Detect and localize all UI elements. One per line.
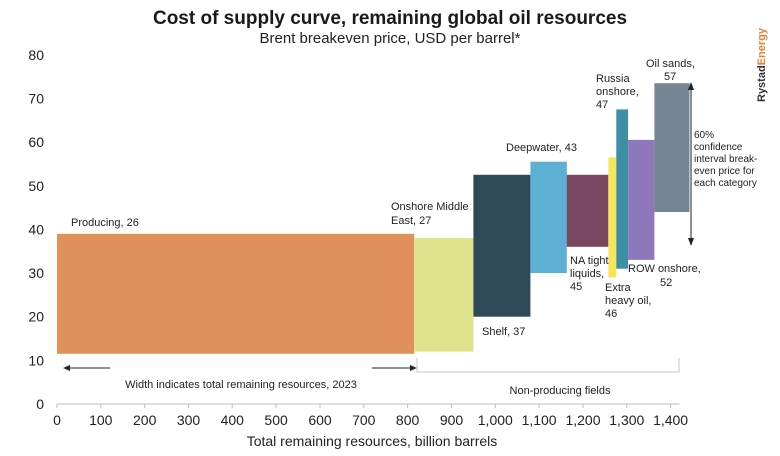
segment-russia-onshore [616, 109, 629, 269]
x-tick-label: 0 [53, 412, 61, 428]
width-note: Width indicates total remaining resource… [125, 379, 357, 391]
x-tick-label: 600 [308, 412, 332, 428]
label-oil-sands-1: Oil sands, [646, 58, 695, 70]
brand-name-part2: Energy [756, 27, 768, 65]
non-producing-label: Non-producing fields [510, 385, 611, 397]
label-na-tight-2: liquids, [570, 268, 604, 280]
ci-text-3: interval break- [694, 154, 757, 165]
label-extra-heavy-2: heavy oil, [605, 295, 651, 307]
label-row-onshore-1: ROW onshore, [628, 263, 701, 275]
ci-text-5: each category [694, 178, 757, 189]
y-tick-label: 20 [28, 309, 44, 325]
segment-oil-sands [654, 83, 690, 212]
x-tick-label: 1,400 [653, 412, 688, 428]
y-tick-label: 70 [28, 90, 44, 106]
x-tick-label: 300 [177, 412, 201, 428]
chart-subtitle: Brent breakeven price, USD per barrel* [259, 30, 521, 47]
label-deepwater: Deepwater, 43 [506, 142, 577, 154]
segment-extra-heavy-oil [608, 157, 617, 278]
width-note-arrow-right [410, 365, 417, 371]
x-tick-label: 200 [133, 412, 157, 428]
label-russia-1: Russia [596, 73, 631, 85]
x-tick-label: 1,300 [609, 412, 644, 428]
y-tick-label: 80 [28, 47, 44, 63]
label-na-tight-1: NA tight [570, 255, 609, 267]
label-oil-sands-2: 57 [664, 71, 676, 83]
y-tick-label: 60 [28, 134, 44, 150]
x-tick-label: 500 [264, 412, 288, 428]
x-tick-label: 400 [221, 412, 245, 428]
x-tick-label: 800 [396, 412, 420, 428]
ci-text-4: even price for [694, 166, 755, 177]
x-tick-label: 1,100 [522, 412, 557, 428]
svg-text:RystadEnergy: RystadEnergy [756, 27, 768, 102]
label-russia-2: onshore, [596, 86, 639, 98]
label-shelf: Shelf, 37 [482, 326, 525, 338]
segments-layer [57, 83, 690, 354]
label-extra-heavy-3: 46 [605, 308, 617, 320]
x-axis-label: Total remaining resources, billion barre… [247, 433, 498, 449]
ci-arrow-top [688, 82, 694, 90]
label-russia-3: 47 [596, 99, 608, 111]
segment-shelf [473, 174, 531, 317]
rystad-energy-logo: RystadEnergy [756, 27, 768, 102]
non-producing-bracket [416, 358, 680, 373]
y-tick-label: 50 [28, 178, 44, 194]
brand-name-part1: Rystad [756, 65, 768, 102]
segment-producing [57, 233, 415, 354]
x-tick-label: 900 [440, 412, 464, 428]
y-tick-label: 10 [28, 352, 44, 368]
x-tick-label: 700 [352, 412, 376, 428]
ci-arrow-bottom [688, 238, 694, 246]
label-na-tight-3: 45 [570, 281, 582, 293]
x-tick-label: 1,000 [478, 412, 513, 428]
ci-text-2: confidence [694, 142, 743, 153]
width-note-arrow-left [63, 365, 70, 371]
chart-title: Cost of supply curve, remaining global o… [152, 8, 628, 29]
segment-row-onshore [628, 139, 655, 260]
y-tick-label: 0 [36, 396, 44, 412]
label-row-onshore-2: 52 [660, 277, 672, 289]
label-producing: Producing, 26 [71, 217, 139, 229]
label-onshore-middle-east-2: East, 27 [391, 215, 431, 227]
x-tick-label: 100 [89, 412, 113, 428]
y-tick-label: 30 [28, 265, 44, 281]
label-extra-heavy-1: Extra [605, 282, 632, 294]
y-tick-label: 40 [28, 221, 44, 237]
segment-na-tight-liquids [566, 174, 609, 247]
segment-deepwater [530, 161, 567, 273]
x-tick-label: 1,200 [565, 412, 600, 428]
ci-text-1: 60% [694, 130, 714, 141]
label-onshore-middle-east-1: Onshore Middle [391, 201, 469, 213]
segment-onshore-middle-east [414, 238, 474, 352]
